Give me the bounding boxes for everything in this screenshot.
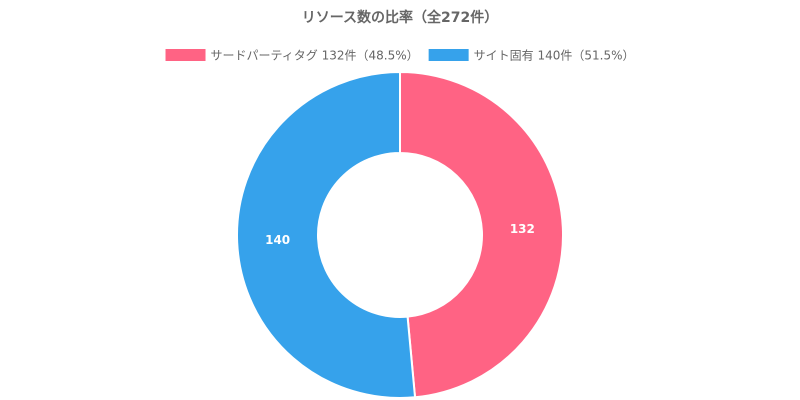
chart-title: リソース数の比率（全272件） (302, 9, 499, 26)
legend-label: サードパーティタグ 132件（48.5%） (211, 49, 419, 63)
legend-label: サイト固有 140件（51.5%） (474, 49, 635, 63)
slice (236, 70, 417, 399)
legend-swatch (428, 49, 469, 61)
data-label: 140 (265, 233, 290, 247)
legend-swatch (165, 49, 206, 61)
slice (399, 70, 564, 399)
data-label: 132 (510, 222, 535, 236)
